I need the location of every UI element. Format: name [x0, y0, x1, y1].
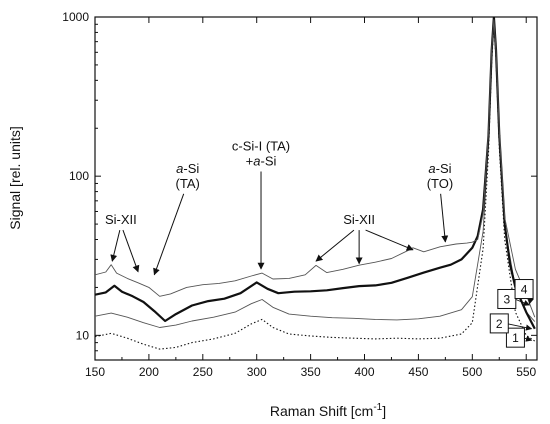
series-line-2: [95, 21, 536, 328]
series-layer: [95, 17, 536, 350]
x-tick-label: 300: [247, 365, 267, 379]
y-tick-label: 10: [76, 328, 90, 342]
x-tick-label: 150: [85, 365, 105, 379]
annotation-si-xii-left: Si-XII: [105, 212, 140, 273]
x-tick-label: 500: [462, 365, 482, 379]
annotation-arrow: [122, 229, 140, 273]
annotation-arrow: [440, 193, 449, 243]
annotation-text: Si-XII: [343, 212, 375, 227]
series-label-text: 3: [503, 292, 510, 306]
series-label-2: 2: [489, 313, 533, 334]
series-line-3: [95, 17, 536, 330]
annotation-text: Si-XII: [105, 212, 137, 227]
annotation-text: (TA): [176, 176, 200, 191]
series-label-arrow: [524, 335, 533, 342]
series-line-4: [95, 19, 536, 318]
x-tick-label: 550: [516, 365, 536, 379]
series-label-text: 4: [521, 283, 528, 297]
annotation-si-xii-right: Si-XII: [315, 212, 414, 265]
annotation-text: c-Si-I (TA): [232, 138, 290, 153]
series-label-arrow: [515, 299, 531, 306]
series-line-1: [95, 23, 536, 350]
plot-frame: [94, 16, 538, 361]
series-label-box: [505, 327, 525, 348]
x-tick-label: 250: [193, 365, 213, 379]
annotation-text: a-Si: [428, 161, 451, 176]
axes-layer: 150 200 250 300 350 400 450 500 550 10 100 1000: [62, 10, 537, 379]
series-label-text: 2: [496, 317, 503, 331]
series-label-box: [489, 313, 509, 334]
annotation-arrow: [365, 229, 414, 251]
annotation-text: a-Si: [176, 161, 199, 176]
series-group: [95, 17, 536, 350]
series-label-box: [514, 279, 534, 300]
annotation-text: (TO): [427, 176, 453, 191]
x-tick-label: 350: [301, 365, 321, 379]
annotation-text: +a-Si: [246, 153, 277, 168]
annotation-a-si-ta: a-Si(TA): [153, 161, 200, 276]
x-axis-title: Raman Shift [cm-1]: [270, 402, 386, 419]
y-tick-label: 1000: [62, 10, 89, 24]
annotation-arrow: [315, 229, 355, 262]
annotation-c-si-ta: c-Si-I (TA)+a-Si: [232, 138, 290, 270]
annotation-arrow: [153, 193, 185, 276]
annotation-a-si-to: a-Si(TO): [427, 161, 453, 243]
x-tick-label: 400: [354, 365, 374, 379]
annotation-arrow: [110, 229, 121, 262]
y-tick-label: 100: [69, 169, 89, 183]
series-label-text: 1: [512, 331, 519, 345]
y-axis-title: Signal [rel. units]: [7, 126, 23, 230]
plot-area: [94, 16, 538, 361]
series-label-1: 1: [505, 327, 533, 348]
series-label-arrow: [508, 323, 533, 331]
x-tick-label: 200: [139, 365, 159, 379]
series-label-4: 4: [514, 279, 534, 305]
x-tick-label: 450: [408, 365, 428, 379]
